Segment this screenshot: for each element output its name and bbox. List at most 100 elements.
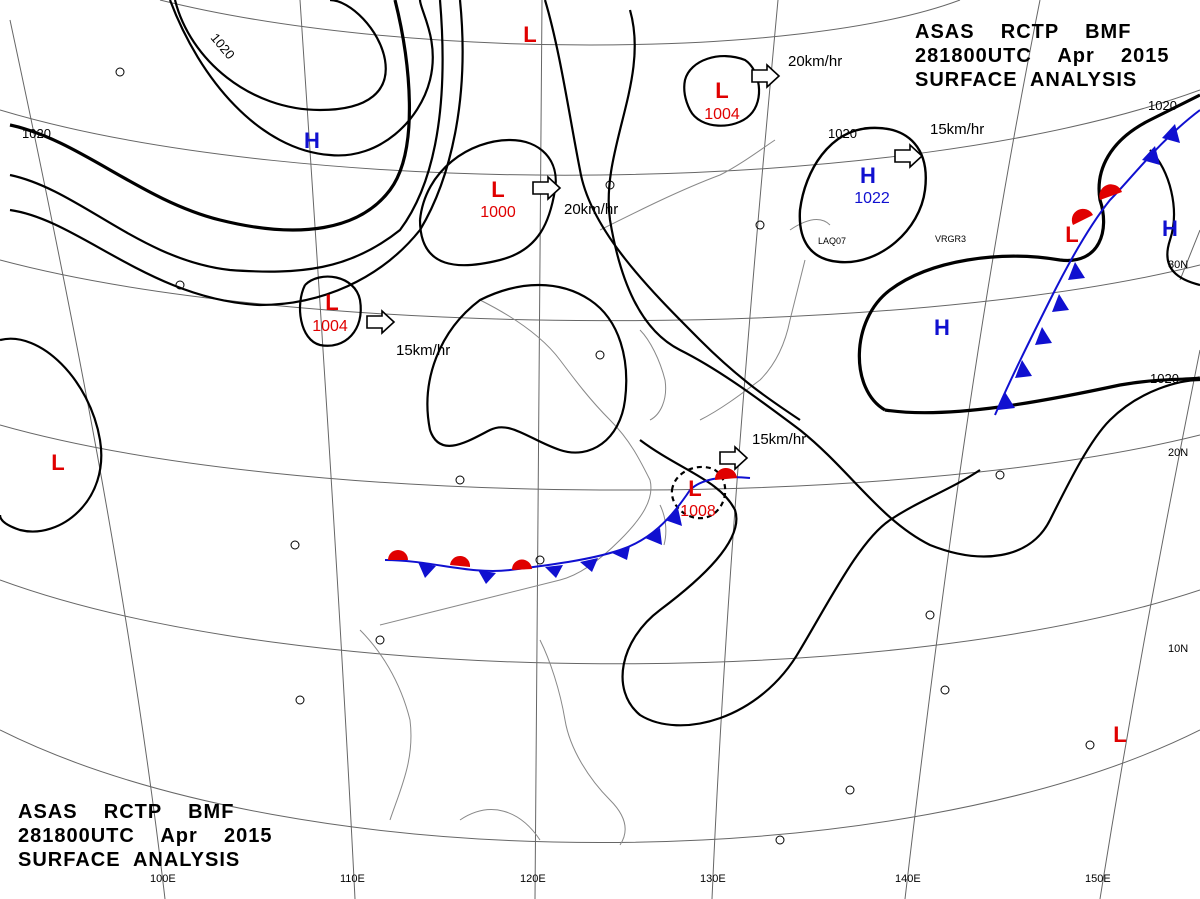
isobar-1020-east-lower (884, 376, 1200, 415)
motion-arrows (366, 63, 924, 471)
warm-front-mark (1071, 208, 1093, 225)
coast-indochina (359, 629, 412, 821)
cold-front-mark (665, 508, 682, 526)
low-center-letter: L (715, 78, 728, 103)
parallel-40n (0, 89, 1200, 176)
station-circle (535, 555, 545, 565)
warm-front-mark (511, 559, 532, 570)
high-center-letter: H (860, 163, 876, 188)
motion-arrow (751, 63, 781, 89)
station-circle (295, 695, 305, 705)
high-center-letter: H (1162, 216, 1178, 241)
longitude-label: 120E (520, 873, 546, 885)
cold-front-mark (418, 562, 436, 578)
header-agency-line: ASAS RCTP BMF (915, 21, 1132, 43)
coast-russia (599, 139, 776, 231)
station-codes: LAQ07 VRGR3 (818, 234, 966, 246)
parallel-30n (0, 259, 1200, 322)
low-center-value: 1000 (480, 204, 516, 221)
station-circle (375, 635, 385, 645)
cold-front-mark (1052, 294, 1069, 312)
high-center-letter: H (304, 128, 320, 153)
motion-speed-label: 20km/hr (788, 53, 842, 70)
motion-speed-label: 15km/hr (930, 121, 984, 138)
isobar-1020-north-high-inner (173, 0, 387, 112)
meridian-160e (1179, 229, 1200, 281)
meridian-100e (9, 19, 166, 899)
graticule-labels: 100E 110E 120E 130E 140E 150E 30N 20N 10… (150, 259, 1188, 885)
longitude-label: 150E (1085, 873, 1111, 885)
parallel-20n (0, 424, 1200, 491)
isobar-1000 (418, 138, 557, 267)
low-center-letter: L (491, 177, 504, 202)
coast-borneo (459, 809, 541, 841)
motion-arrow (894, 143, 924, 169)
cold-front-mark (1162, 124, 1180, 143)
cold-front-mark (580, 558, 598, 572)
low-center-letter: L (1065, 222, 1078, 247)
cold-front-mark (1015, 360, 1032, 378)
warm-front-mark (388, 550, 408, 560)
isobar-mainland-loop (426, 284, 628, 454)
low-center-value: 1008 (680, 503, 716, 520)
coast-taiwan (659, 504, 667, 546)
header-top: ASAS RCTP BMF 281800UTC Apr 2015 SURFACE… (915, 20, 1170, 92)
high-center-letter: H (934, 315, 950, 340)
meridian-120e (534, 0, 543, 899)
high-center-value: 1022 (854, 190, 890, 207)
isobar-1020-east (857, 93, 1200, 412)
coastlines (359, 139, 831, 846)
cold-front-mark (645, 528, 662, 545)
low-center-letter: L (1113, 722, 1126, 747)
latitude-label: 30N (1168, 259, 1188, 271)
motion-labels: 20km/hr 20km/hr 15km/hr 15km/hr 15km/hr (396, 53, 984, 448)
isobar-1008-taiwan-dashed (670, 465, 727, 520)
low-center-letter: L (325, 290, 338, 315)
cold-front-mark (478, 570, 496, 584)
coast-china (379, 299, 652, 626)
station-circle (595, 350, 605, 360)
isobar-1020-thick (9, 0, 412, 232)
coast-korea (639, 329, 667, 421)
cold-front-mark (1068, 262, 1085, 280)
latitude-label: 10N (1168, 643, 1188, 655)
header-agency-line: ASAS RCTP BMF (18, 801, 235, 823)
station-circle (115, 67, 125, 77)
cold-front-mark (998, 392, 1015, 410)
header-title-line: SURFACE ANALYSIS (18, 849, 241, 871)
motion-speed-label: 15km/hr (752, 431, 806, 448)
longitude-label: 100E (150, 873, 176, 885)
station-circle (775, 835, 785, 845)
warm-front-mark (1099, 184, 1122, 200)
station-circle (455, 475, 465, 485)
station-circle (605, 180, 615, 190)
motion-arrow (532, 175, 562, 201)
stationary-front-line (384, 476, 751, 572)
isobar-label: 1020 (1148, 98, 1177, 113)
low-center-letter: L (523, 22, 536, 47)
isobar-north-high-mid (168, 0, 434, 157)
meridian-130e (711, 0, 779, 899)
motion-arrow (366, 309, 396, 335)
station-circle (995, 470, 1005, 480)
station-circle (1085, 740, 1095, 750)
station-circle (175, 280, 185, 290)
coast-hokkaido (789, 219, 831, 231)
pressure-centers: H L 1000 L 1004 L 1004 H 1022 H H L L L … (51, 22, 1178, 747)
isobar-1004-north (683, 55, 761, 127)
parallel-50n (159, 0, 961, 46)
cold-front-mark (1035, 327, 1052, 345)
coast-japan (699, 259, 806, 421)
station-plots (115, 67, 1095, 845)
header-time-line: 281800UTC Apr 2015 (18, 825, 273, 847)
longitude-label: 140E (895, 873, 921, 885)
isobar-label: 1020 (828, 126, 857, 141)
longitude-label: 110E (340, 873, 365, 885)
low-center-letter: L (688, 476, 701, 501)
station-circle (925, 610, 935, 620)
motion-speed-label: 20km/hr (564, 201, 618, 218)
header-time-line: 281800UTC Apr 2015 (915, 45, 1170, 67)
station-code: LAQ07 (818, 236, 846, 246)
